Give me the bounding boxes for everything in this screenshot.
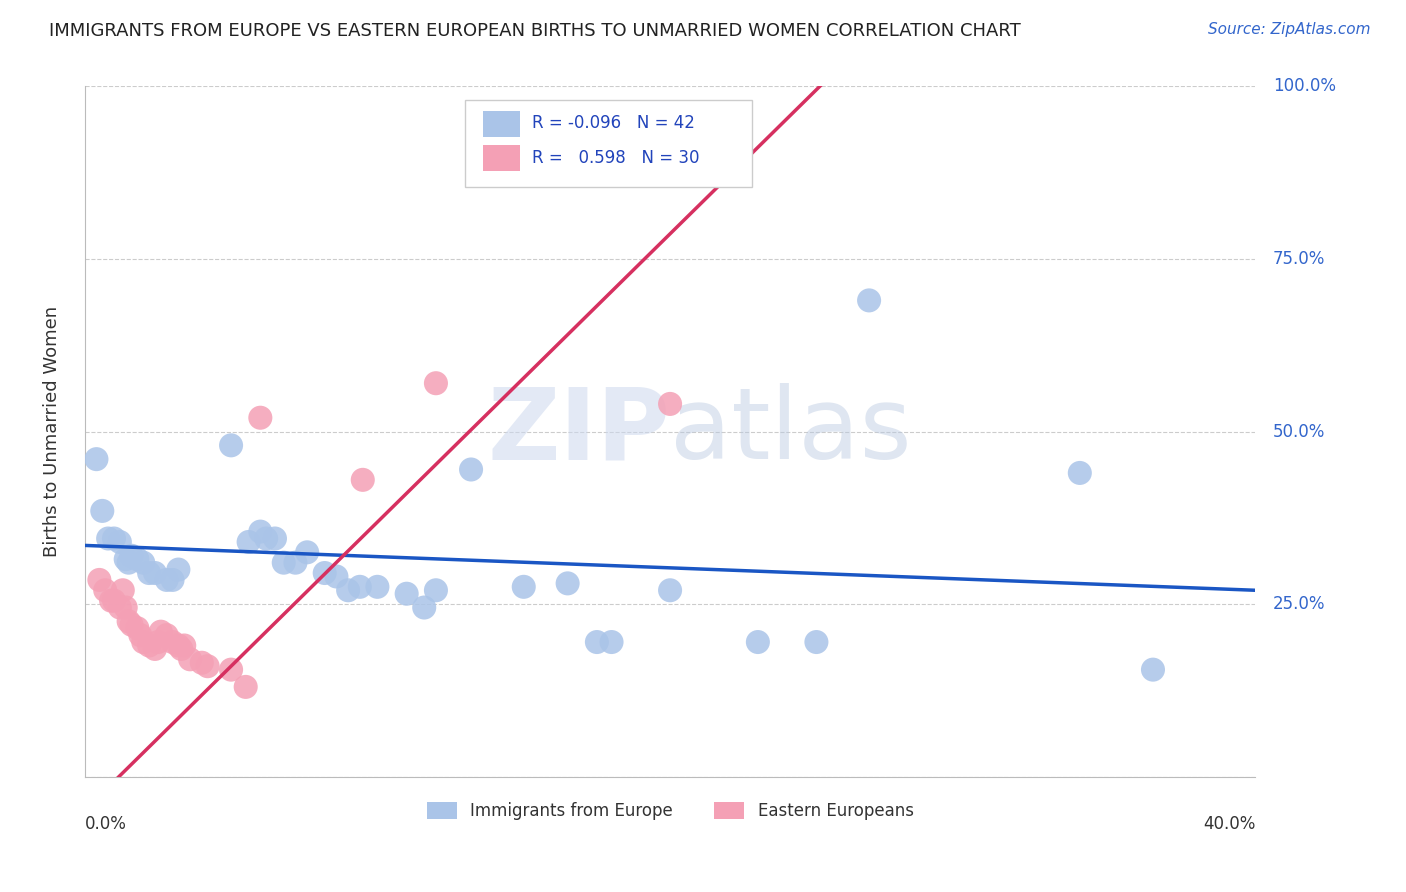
Point bbox=[138, 639, 160, 653]
Point bbox=[325, 569, 347, 583]
Point bbox=[858, 293, 880, 308]
Y-axis label: Births to Unmarried Women: Births to Unmarried Women bbox=[44, 306, 60, 558]
Text: ZIP: ZIP bbox=[488, 383, 671, 480]
Point bbox=[146, 635, 169, 649]
Point bbox=[314, 566, 336, 580]
Point bbox=[337, 583, 360, 598]
Point bbox=[132, 635, 155, 649]
Point bbox=[156, 628, 179, 642]
Point bbox=[806, 635, 828, 649]
Point bbox=[121, 617, 143, 632]
Point bbox=[162, 573, 184, 587]
Point bbox=[143, 642, 166, 657]
Point bbox=[197, 659, 219, 673]
Point bbox=[108, 535, 131, 549]
Point bbox=[1142, 663, 1164, 677]
Point bbox=[191, 656, 214, 670]
Text: IMMIGRANTS FROM EUROPE VS EASTERN EUROPEAN BIRTHS TO UNMARRIED WOMEN CORRELATION: IMMIGRANTS FROM EUROPE VS EASTERN EUROPE… bbox=[49, 22, 1021, 40]
Point bbox=[167, 563, 190, 577]
Point bbox=[659, 583, 682, 598]
Point bbox=[295, 545, 318, 559]
Point bbox=[103, 593, 125, 607]
Point bbox=[254, 532, 277, 546]
Text: 0.0%: 0.0% bbox=[84, 814, 127, 832]
Point bbox=[170, 642, 193, 657]
Point bbox=[138, 566, 160, 580]
Point bbox=[249, 410, 271, 425]
Point bbox=[352, 473, 374, 487]
Point bbox=[162, 635, 184, 649]
Point bbox=[349, 580, 371, 594]
Point bbox=[179, 652, 201, 666]
Point bbox=[264, 532, 287, 546]
Point bbox=[97, 532, 120, 546]
Point bbox=[100, 593, 122, 607]
Text: R =   0.598   N = 30: R = 0.598 N = 30 bbox=[531, 149, 699, 167]
Point bbox=[395, 587, 418, 601]
Point bbox=[425, 583, 447, 598]
Point bbox=[143, 566, 166, 580]
Point bbox=[413, 600, 436, 615]
Bar bbox=[482, 111, 520, 136]
Text: 75.0%: 75.0% bbox=[1272, 250, 1326, 268]
Point bbox=[91, 504, 114, 518]
Point bbox=[235, 680, 257, 694]
Point bbox=[127, 552, 149, 566]
Point bbox=[149, 624, 172, 639]
Point bbox=[425, 376, 447, 391]
Point bbox=[111, 583, 134, 598]
FancyBboxPatch shape bbox=[465, 100, 752, 186]
Point bbox=[273, 556, 295, 570]
Point bbox=[117, 615, 139, 629]
Point bbox=[557, 576, 579, 591]
Text: 25.0%: 25.0% bbox=[1272, 595, 1326, 613]
Bar bbox=[482, 145, 520, 171]
Text: atlas: atlas bbox=[671, 383, 911, 480]
Text: 50.0%: 50.0% bbox=[1272, 423, 1326, 441]
Point bbox=[219, 438, 242, 452]
Point bbox=[108, 600, 131, 615]
Point bbox=[600, 635, 623, 649]
Point bbox=[129, 628, 152, 642]
Point bbox=[238, 535, 260, 549]
Point bbox=[86, 452, 108, 467]
Point bbox=[103, 532, 125, 546]
Text: 40.0%: 40.0% bbox=[1204, 814, 1256, 832]
Point bbox=[117, 556, 139, 570]
Point bbox=[167, 639, 190, 653]
Point bbox=[366, 580, 388, 594]
Point bbox=[460, 462, 482, 476]
Point bbox=[586, 635, 609, 649]
Text: 100.0%: 100.0% bbox=[1272, 78, 1336, 95]
Point bbox=[127, 621, 149, 635]
Point bbox=[132, 556, 155, 570]
Point bbox=[659, 397, 682, 411]
Point bbox=[114, 552, 136, 566]
Point bbox=[284, 556, 307, 570]
Point bbox=[156, 573, 179, 587]
Point bbox=[1069, 466, 1091, 480]
Point bbox=[173, 639, 195, 653]
Point bbox=[249, 524, 271, 539]
Point bbox=[513, 580, 536, 594]
Text: Source: ZipAtlas.com: Source: ZipAtlas.com bbox=[1208, 22, 1371, 37]
Point bbox=[219, 663, 242, 677]
Point bbox=[94, 583, 117, 598]
Point bbox=[121, 549, 143, 563]
Point bbox=[89, 573, 111, 587]
Point bbox=[114, 600, 136, 615]
Legend: Immigrants from Europe, Eastern Europeans: Immigrants from Europe, Eastern European… bbox=[420, 796, 921, 827]
Text: R = -0.096   N = 42: R = -0.096 N = 42 bbox=[531, 114, 695, 132]
Point bbox=[747, 635, 769, 649]
